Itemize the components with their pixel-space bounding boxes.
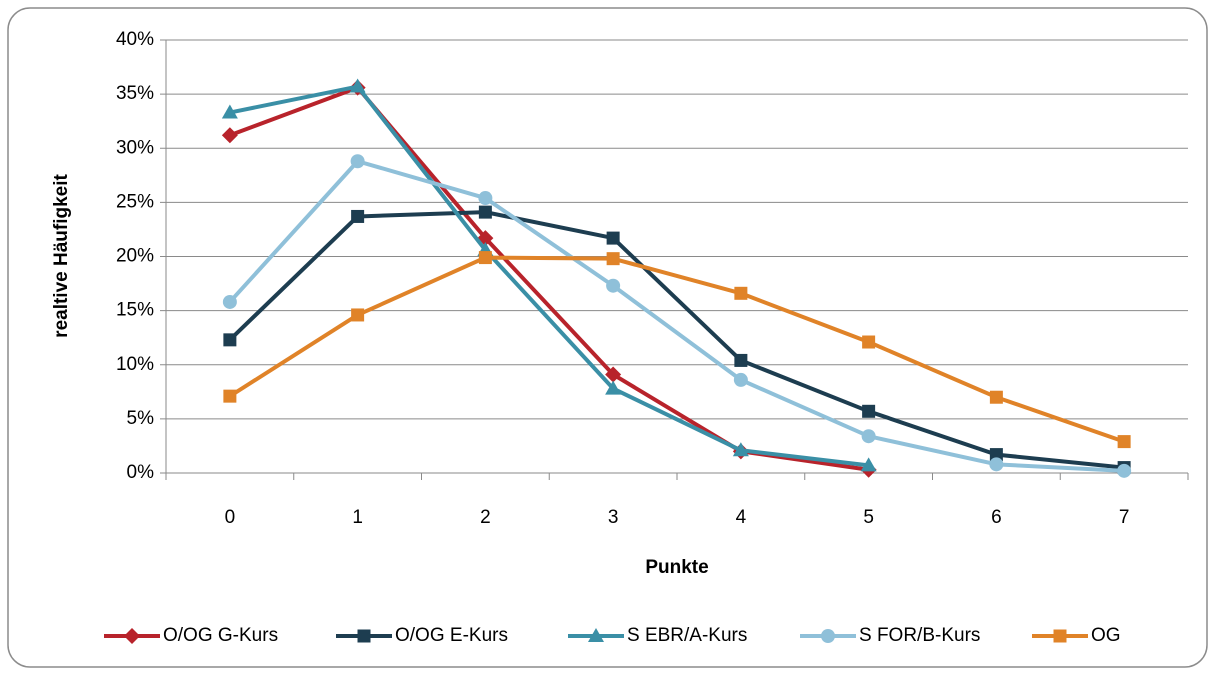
data-point: [861, 429, 876, 444]
legend-label: S FOR/B-Kurs: [859, 625, 980, 646]
data-point: [605, 366, 622, 383]
y-axis-title: realtive Häufigkeit: [51, 173, 72, 337]
y-tick-label: 0%: [127, 462, 155, 483]
data-point: [222, 294, 237, 309]
data-point: [733, 372, 748, 387]
y-tick-label: 40%: [116, 29, 154, 50]
data-point: [989, 390, 1003, 404]
legend-marker: [588, 628, 604, 642]
data-point: [478, 205, 492, 219]
data-point: [989, 457, 1004, 472]
x-tick-label: 7: [1119, 507, 1130, 528]
data-point: [989, 448, 1003, 462]
data-point: [351, 209, 365, 223]
data-point: [478, 251, 492, 265]
data-point: [734, 353, 748, 367]
chart-frame: [7, 7, 1208, 668]
x-tick-label: 1: [352, 507, 363, 528]
series-line: [228, 210, 1125, 470]
series-line: [229, 84, 869, 468]
data-point: [862, 404, 876, 418]
data-point: [1117, 435, 1131, 449]
data-point: [734, 286, 748, 300]
data-point: [732, 442, 749, 457]
legend-marker: [821, 629, 835, 643]
y-tick-label: 15%: [116, 300, 154, 321]
y-tick-label: 25%: [116, 191, 154, 212]
x-tick-label: 2: [480, 507, 491, 528]
x-tick-label: 6: [991, 507, 1002, 528]
data-point: [606, 278, 621, 293]
x-tick-label: 3: [608, 507, 619, 528]
data-point: [478, 191, 493, 206]
y-tick-label: 5%: [127, 408, 155, 429]
series-line: [228, 159, 1125, 473]
data-point: [860, 457, 877, 472]
data-point: [223, 333, 237, 347]
legend-label: O/OG G-Kurs: [163, 625, 278, 646]
x-tick-label: 4: [736, 507, 747, 528]
legend-label: OG: [1091, 625, 1121, 646]
x-axis-title: Punkte: [645, 557, 708, 578]
data-point: [221, 127, 238, 144]
data-point: [606, 252, 620, 266]
legend-marker: [124, 628, 140, 644]
legend-marker: [1053, 629, 1067, 643]
data-point: [605, 380, 622, 395]
legend-label: O/OG E-Kurs: [395, 625, 508, 646]
y-tick-label: 20%: [116, 246, 154, 267]
legend-marker: [357, 629, 371, 643]
data-point: [349, 78, 366, 93]
y-tick-label: 35%: [116, 83, 154, 104]
data-point: [1117, 463, 1132, 478]
x-tick-label: 5: [863, 507, 874, 528]
x-tick-label: 0: [225, 507, 236, 528]
legend-label: S EBR/A-Kurs: [627, 625, 747, 646]
data-point: [221, 104, 238, 119]
data-point: [351, 308, 365, 322]
series-line: [228, 255, 1125, 444]
data-point: [350, 154, 365, 169]
y-tick-label: 30%: [116, 137, 154, 158]
data-point: [223, 389, 237, 403]
data-point: [862, 335, 876, 349]
y-tick-label: 10%: [116, 354, 154, 375]
data-point: [606, 231, 620, 245]
